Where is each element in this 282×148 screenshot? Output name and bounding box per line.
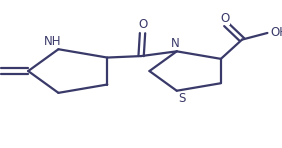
Text: NH: NH [44,35,61,48]
Text: S: S [178,92,186,105]
Text: N: N [171,37,180,50]
Text: OH: OH [270,26,282,40]
Text: O: O [138,18,147,32]
Text: O: O [221,12,230,25]
